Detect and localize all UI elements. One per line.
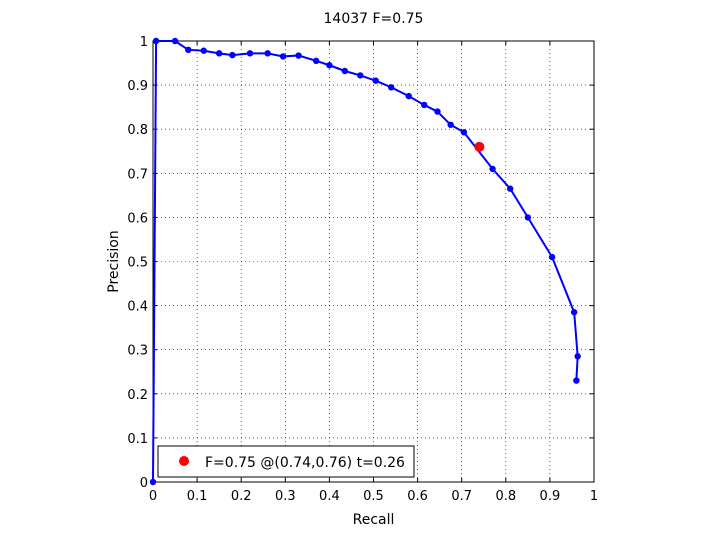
best-f-point — [474, 141, 485, 152]
legend-text: F=0.75 @(0.74,0.76) t=0.26 — [205, 455, 405, 471]
data-point — [200, 47, 207, 54]
y-tick-label: 0.5 — [127, 256, 148, 271]
x-axis-label: Recall — [353, 512, 395, 528]
data-point — [460, 129, 468, 136]
legend: F=0.75 @(0.74,0.76) t=0.26 — [157, 445, 415, 478]
y-tick-label: 0.9 — [127, 79, 148, 94]
data-point — [312, 57, 320, 65]
data-point — [573, 377, 580, 384]
data-point — [570, 309, 578, 316]
x-tick-label: 0.3 — [275, 489, 296, 504]
data-point — [405, 92, 412, 100]
data-point — [185, 46, 192, 54]
y-tick-label: 0.1 — [127, 432, 148, 447]
data-point — [524, 214, 532, 221]
x-tick-label: 0.5 — [363, 489, 384, 504]
data-point — [421, 101, 428, 109]
data-point — [152, 37, 160, 45]
grid-lines — [153, 41, 594, 482]
data-point — [326, 62, 333, 69]
data-point — [149, 478, 157, 486]
x-tick-label: 0.9 — [540, 489, 561, 504]
data-point — [574, 353, 581, 360]
data-point — [357, 72, 364, 79]
data-point — [387, 84, 395, 91]
x-tick-label: 0.6 — [407, 489, 428, 504]
data-point — [264, 50, 271, 57]
data-point — [215, 50, 223, 57]
legend-marker — [179, 456, 189, 466]
y-tick-label: 1 — [140, 35, 148, 50]
data-point — [489, 165, 496, 173]
legend-box — [157, 445, 415, 478]
series-group — [149, 37, 581, 486]
data-point — [447, 121, 454, 128]
x-tick-label: 0.1 — [187, 489, 208, 504]
y-tick-label: 0 — [140, 476, 148, 491]
data-point — [246, 50, 254, 57]
data-point — [171, 37, 179, 45]
y-axis-label: Precision — [106, 230, 122, 292]
data-point — [279, 53, 287, 60]
y-tick-label: 0.8 — [127, 123, 148, 138]
x-tick-label: 1 — [590, 489, 598, 504]
y-tick-label: 0.6 — [127, 211, 148, 226]
x-tick-label: 0.4 — [319, 489, 340, 504]
data-point — [372, 77, 379, 84]
y-tick-label: 0.4 — [127, 300, 148, 315]
chart-title: 14037 F=0.75 — [324, 11, 424, 27]
x-tick-label: 0.8 — [495, 489, 516, 504]
axis-ticks: 0 0.1 0.2 0.3 0.4 0.5 0.6 0.7 0.8 0.9 1 0 0.1 0.2 0.3 0… — [127, 35, 598, 504]
x-tick-label: 0.7 — [451, 489, 472, 504]
data-point — [295, 52, 302, 59]
y-tick-label: 0.2 — [127, 388, 148, 403]
x-tick-label: 0.2 — [231, 489, 252, 504]
data-point — [229, 51, 236, 59]
data-point — [507, 185, 514, 192]
data-point — [434, 108, 441, 115]
x-tick-label: 0 — [149, 489, 157, 504]
data-point — [341, 67, 349, 75]
y-tick-label: 0.7 — [127, 167, 148, 182]
data-point — [548, 253, 556, 261]
y-tick-label: 0.3 — [127, 344, 148, 359]
